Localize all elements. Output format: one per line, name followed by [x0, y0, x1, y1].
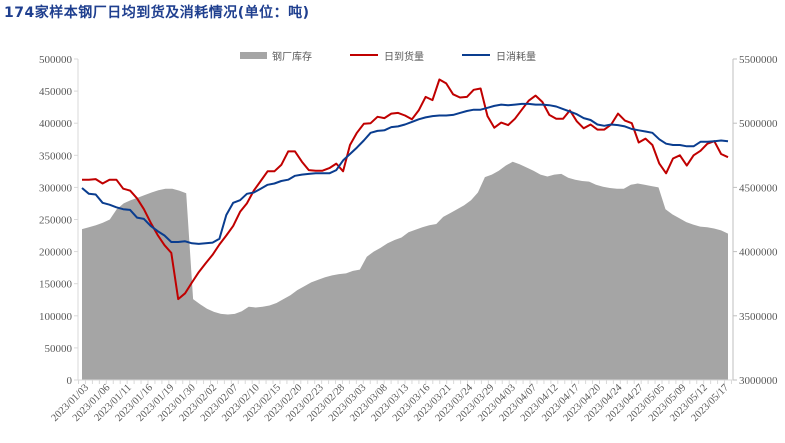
- consumption-line: [81, 102, 729, 245]
- legend-label-consumption: 日消耗量: [496, 51, 536, 63]
- chart-axes: 0 50000 100000 150000 200000 250000 300000 3500…: [39, 54, 778, 387]
- left-tick-label: 200000: [39, 247, 73, 259]
- left-tick-label: 500000: [39, 54, 73, 66]
- right-tick-label: 3500000: [739, 311, 778, 323]
- right-tick-label: 3000000: [739, 375, 778, 387]
- left-tick-label: 250000: [39, 215, 73, 227]
- legend-label-inventory: 钢厂库存: [272, 51, 312, 63]
- left-tick-label: 350000: [39, 150, 73, 162]
- chart-legend: 钢厂库存 日到货量 日消耗量: [240, 47, 574, 63]
- right-tick-label: 4500000: [739, 182, 778, 194]
- right-tick-label: 5500000: [739, 54, 778, 66]
- right-tick-label: 5000000: [739, 118, 778, 130]
- line-series: [81, 78, 729, 301]
- inventory-area: [82, 161, 728, 380]
- left-tick-label: 50000: [45, 343, 73, 355]
- legend-swatch-area-icon: [240, 51, 267, 59]
- inventory-area-series: [82, 161, 728, 380]
- right-tick-label: 4000000: [739, 247, 778, 259]
- legend-item-arrivals: 日到货量: [350, 48, 424, 63]
- legend-swatch-blue-line-icon: [462, 54, 490, 56]
- legend-item-inventory: 钢厂库存: [240, 48, 312, 63]
- legend-item-consumption: 日消耗量: [462, 48, 536, 63]
- left-tick-label: 400000: [39, 118, 73, 130]
- x-axis-labels: 2023/01/032023/01/062023/01/112023/01/16…: [50, 382, 732, 424]
- left-tick-label: 100000: [39, 311, 73, 323]
- legend-label-arrivals: 日到货量: [384, 51, 424, 63]
- left-tick-label: 0: [67, 375, 73, 387]
- chart-title: 174家样本钢厂日均到货及消耗情况(单位：吨): [4, 5, 310, 21]
- left-tick-label: 450000: [39, 86, 73, 98]
- left-tick-label: 300000: [39, 182, 73, 194]
- arrivals-line: [82, 78, 729, 301]
- legend-swatch-red-line-icon: [350, 54, 378, 56]
- left-tick-label: 150000: [39, 279, 73, 291]
